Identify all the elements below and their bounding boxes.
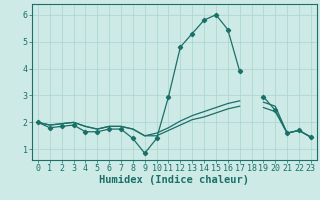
X-axis label: Humidex (Indice chaleur): Humidex (Indice chaleur) [100, 175, 249, 185]
